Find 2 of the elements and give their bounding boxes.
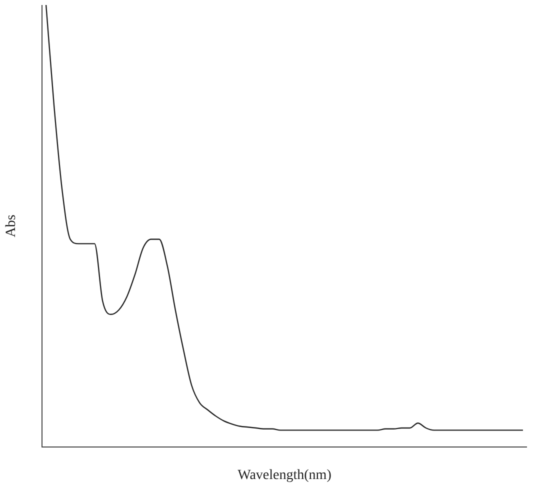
y-axis-title: Abs bbox=[4, 214, 20, 238]
x-axis-title: Wavelength(nm) bbox=[236, 468, 332, 484]
